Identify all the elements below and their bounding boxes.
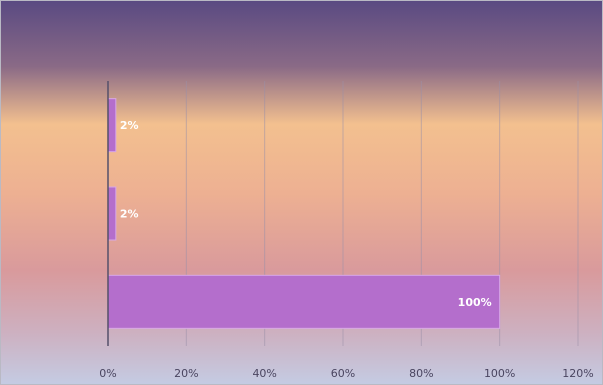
x-axis-ticks: 0% 20% 40% 60% 80% 100% 120%: [99, 367, 593, 380]
data-label: 100%: [458, 296, 492, 309]
gridlines: [185, 81, 579, 346]
x-tick-label: 100%: [484, 367, 515, 380]
bar: [107, 274, 501, 329]
x-tick-label: 120%: [562, 367, 593, 380]
x-tick-label: 20%: [174, 367, 198, 380]
data-label: 2%: [120, 119, 139, 132]
x-tick-label: 0%: [99, 367, 116, 380]
bar: [107, 186, 117, 241]
bars: [107, 98, 501, 329]
x-tick-label: 60%: [331, 367, 355, 380]
x-tick-label: 40%: [252, 367, 276, 380]
data-labels: 2% 2% 100%: [120, 119, 492, 309]
x-tick-label: 80%: [409, 367, 433, 380]
bar: [107, 98, 117, 153]
data-label: 2%: [120, 208, 139, 221]
